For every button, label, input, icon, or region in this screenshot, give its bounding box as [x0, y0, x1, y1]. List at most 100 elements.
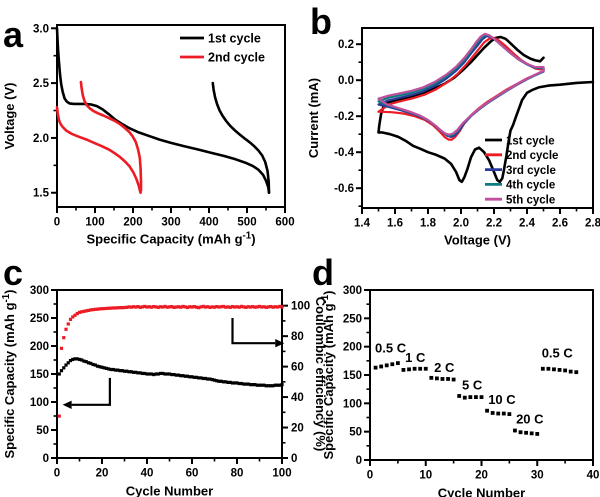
y-axis-label: Specific Capacity (mAh g-1) — [320, 290, 336, 459]
y-tick-label: 50 — [349, 427, 362, 439]
right-axis-label: Coulombic efficiency (%) — [313, 297, 328, 452]
plot-frame — [369, 289, 594, 461]
y-tick-label: 2.0 — [33, 133, 49, 145]
x-tick-label: 0 — [367, 470, 373, 482]
series-2nd-cycle-discharge — [55, 105, 142, 194]
x-tick-label: 0 — [54, 468, 60, 480]
x-tick-label: 200 — [123, 217, 142, 229]
series-2nd-cycle-charge — [79, 80, 143, 192]
x-tick-label: 100 — [272, 468, 291, 480]
y-tick-label: 200 — [30, 341, 49, 353]
series-rate-capability — [373, 361, 579, 436]
y-tick-label: 150 — [343, 370, 362, 382]
legend-label: 4th cycle — [506, 180, 555, 192]
series-specific-capacity — [57, 357, 284, 388]
y-tick-label: 0 — [43, 453, 49, 465]
x-tick-label: 1.6 — [387, 218, 403, 230]
y-tick-label: -0.6 — [334, 183, 354, 195]
panel-a-letter: a — [3, 14, 24, 55]
x-tick-label: 400 — [199, 217, 218, 229]
x-tick-label: 100 — [85, 217, 104, 229]
x-tick-label: 500 — [237, 217, 256, 229]
x-axis-label: Specific Capacity (mAh g-1) — [86, 231, 255, 247]
series-coulombic-efficiency — [57, 304, 284, 418]
y-tick-label: 3.0 — [33, 23, 49, 35]
y-tick-label: 0 — [356, 455, 362, 467]
right-tick-label: 80 — [291, 331, 304, 343]
y-tick-label: 250 — [30, 313, 49, 325]
series-5th-cycle — [377, 32, 545, 136]
y-tick-label: -0.2 — [334, 111, 354, 123]
y-tick-label: 50 — [36, 425, 49, 437]
rate-label: 10 C — [488, 392, 516, 407]
x-tick-label: 2.6 — [552, 218, 568, 230]
x-tick-label: 40 — [587, 470, 600, 482]
right-tick-label: 40 — [291, 392, 304, 404]
legend: 1st cycle 2nd cycle 3rd cycle 4th cycle 5th … — [485, 135, 558, 207]
y-tick-label: -0.4 — [334, 147, 354, 159]
x-tick-label: 2.4 — [519, 218, 536, 230]
legend-label: 3rd cycle — [506, 165, 556, 177]
x-tick-label: 2.0 — [453, 218, 469, 230]
x-tick-label: 30 — [531, 470, 544, 482]
rate-label: 20 C — [516, 412, 544, 427]
rate-label: 0.5 C — [375, 340, 407, 355]
x-tick-label: 1.4 — [354, 218, 371, 230]
series-1st-cycle-charge — [211, 81, 271, 194]
rate-label: 2 C — [434, 360, 455, 375]
y-tick-label: 300 — [30, 285, 49, 297]
efficiency-axis-arrow — [231, 318, 276, 345]
legend: 1st cycle 2nd cycle — [180, 31, 265, 64]
y-tick-label: 100 — [30, 397, 49, 409]
panel-a-chart: 0 100 200 300 400 500 600 1.5 2.0 2.5 3.0 Specific … — [2, 23, 295, 246]
right-tick-label: 20 — [291, 423, 304, 435]
legend-label: 5th cycle — [506, 195, 555, 207]
y-tick-label: 200 — [343, 342, 362, 354]
x-tick-label: 1.8 — [420, 218, 437, 230]
x-axis-label: Cycle Number — [126, 484, 213, 497]
x-tick-label: 10 — [419, 470, 432, 482]
legend-label: 2nd cycle — [208, 50, 265, 64]
right-tick-label: 0 — [291, 453, 297, 465]
y-axis-label: Specific Capacity (mAh g-1) — [1, 289, 17, 458]
right-tick-label: 100 — [291, 301, 310, 313]
y-tick-label: 1.5 — [33, 188, 50, 200]
x-tick-label: 0 — [54, 217, 60, 229]
x-tick-label: 300 — [161, 217, 180, 229]
x-tick-label: 80 — [231, 468, 244, 480]
y-tick-label: 250 — [343, 313, 362, 325]
legend-label: 2nd cycle — [506, 150, 558, 162]
panel-b-chart: 1.4 1.6 1.8 2.0 2.2 2.4 2.6 2.8 0.2 0.0 -0.2 -0.4 -0… — [306, 27, 600, 248]
panel-d-chart: 0 10 20 30 40 0 50 100 150 200 250 300 Cycle Number S… — [320, 285, 599, 497]
x-tick-label: 2.2 — [486, 218, 502, 230]
panel-b-letter: b — [310, 1, 332, 42]
x-tick-label: 60 — [186, 468, 199, 480]
rate-label: 1 C — [405, 350, 426, 365]
rate-label: 0.5 C — [542, 345, 574, 360]
right-tick-label: 60 — [291, 362, 304, 374]
x-tick-label: 20 — [475, 470, 488, 482]
y-tick-label: 300 — [343, 285, 362, 297]
capacity-axis-arrow — [71, 377, 111, 406]
panel-c-chart: 0 20 40 60 80 1000501001502002503000204060801… — [1, 285, 328, 497]
y-tick-label: 2.5 — [33, 78, 50, 90]
y-tick-label: 150 — [30, 369, 49, 381]
x-axis-label: Cycle Number — [438, 486, 525, 497]
rate-label: 5 C — [462, 378, 483, 393]
legend-label: 1st cycle — [208, 31, 261, 45]
panel-d-letter: d — [312, 252, 334, 293]
x-tick-label: 2.8 — [585, 218, 600, 230]
panel-c-letter: c — [3, 252, 24, 293]
x-tick-label: 20 — [96, 468, 109, 480]
y-axis-label: Current (mA) — [306, 78, 321, 158]
y-tick-label: 0.2 — [338, 39, 354, 51]
x-axis-label: Voltage (V) — [444, 233, 511, 248]
y-axis-label: Voltage (V) — [2, 83, 17, 150]
x-tick-label: 600 — [275, 217, 294, 229]
x-tick-label: 40 — [141, 468, 154, 480]
y-tick-label: 100 — [343, 398, 362, 410]
y-tick-label: 0.0 — [338, 75, 354, 87]
legend-label: 1st cycle — [506, 135, 555, 147]
